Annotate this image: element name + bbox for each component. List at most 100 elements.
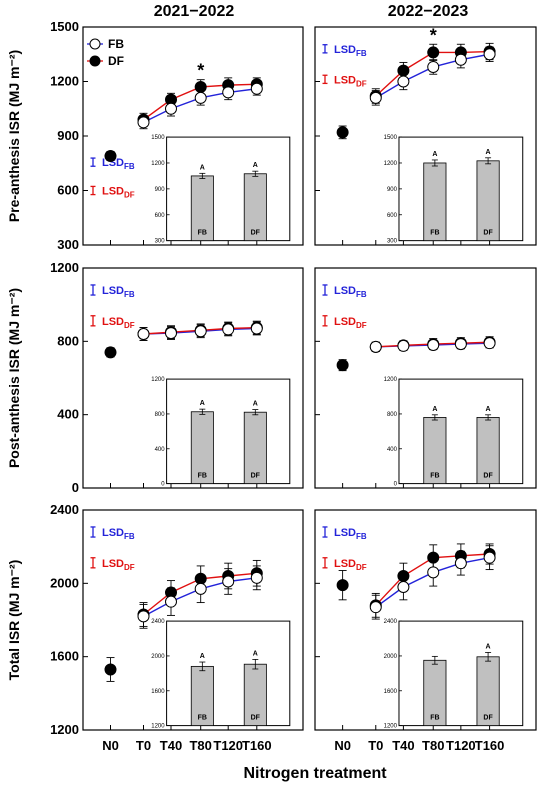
inset-y-tick-label: 1500 [384, 135, 398, 141]
inset-significance-letter: A [432, 151, 437, 158]
panel-post-2021: 0 400 800 1200 Post-anthesis ISR (MJ m⁻²) 0 40… [6, 260, 304, 495]
panel-post-2022: 0 400 800 1200 FB A DF A LSDFB LSDDF [314, 267, 537, 489]
data-point-control [104, 149, 117, 162]
y-axis-label: Post-anthesis ISR (MJ m⁻²) [6, 288, 22, 468]
lsd-df: LSDDF [90, 186, 135, 200]
inset-bar-chart: 0 400 800 1200 FB A DF A [151, 377, 291, 488]
y-tick-label: 400 [57, 407, 79, 422]
panel-total-2022: N0 T0 T40 T80 T120 T160 1200 1600 2000 2400 FB DF A L… [314, 509, 537, 753]
inset-y-tick-label: 1600 [151, 689, 165, 695]
data-point-fb [137, 328, 150, 340]
inset-bar-label: FB [198, 230, 207, 237]
y-tick-label: 1600 [50, 649, 79, 664]
y-tick-label: 1500 [50, 19, 79, 34]
inset-frame [398, 620, 524, 727]
inset-frame [166, 378, 291, 485]
inset-bar-chart: 300 600 900 1200 1500 FB A DF A [384, 135, 524, 245]
inset-y-tick-label: 300 [155, 239, 166, 245]
inset-y-tick-label: 1500 [151, 135, 165, 141]
inset-bar-label: DF [483, 473, 493, 480]
inset-y-tick-label: 1200 [151, 724, 165, 730]
inset-y-tick-label: 400 [155, 447, 166, 453]
lsd-df: LSDDF [90, 315, 135, 330]
inset-frame [398, 378, 524, 485]
x-tick-label: T160 [475, 738, 505, 753]
lsd-label: LSDFB [334, 44, 367, 58]
inset-significance-letter: A [486, 643, 491, 650]
inset-y-tick-label: 600 [155, 213, 166, 219]
lsd-fb: LSDFB [322, 526, 367, 541]
inset-frame [166, 136, 291, 242]
data-point-fb [397, 75, 410, 88]
lsd-df: LSDDF [322, 74, 367, 88]
data-point-df [194, 572, 207, 585]
data-point-fb [369, 91, 382, 104]
significance-star: * [430, 25, 437, 45]
data-point-control [336, 126, 349, 139]
data-point-fb [222, 86, 235, 99]
y-tick-label: 0 [72, 480, 79, 495]
data-point-fb [194, 91, 207, 104]
legend: FB DF [87, 37, 124, 68]
inset-y-tick-label: 2000 [384, 654, 398, 660]
x-tick-label: N0 [334, 738, 351, 753]
x-tick-label: T80 [189, 738, 211, 753]
plot-frame [82, 509, 304, 731]
data-point-fb [194, 325, 207, 338]
y-tick-label: 300 [57, 237, 79, 252]
data-point-control [104, 663, 117, 676]
data-point-control [336, 359, 349, 372]
inset-y-tick-label: 600 [387, 213, 398, 219]
y-tick-label: 1200 [50, 722, 79, 737]
significance-star: * [197, 61, 204, 81]
y-tick-label: 800 [57, 333, 79, 348]
inset-y-tick-label: 0 [161, 482, 165, 488]
inset-y-tick-label: 1200 [151, 377, 165, 383]
x-tick-label: T40 [392, 738, 414, 753]
legend-df-label: DF [108, 54, 124, 68]
data-point-df [397, 570, 410, 582]
inset-bar-label: DF [251, 230, 261, 237]
inset-y-tick-label: 2400 [151, 619, 165, 625]
y-tick-label: 600 [57, 183, 79, 198]
inset-frame [166, 620, 291, 727]
inset-y-tick-label: 1200 [151, 161, 165, 167]
x-tick-label: T160 [242, 738, 272, 753]
inset-bar-label: DF [251, 715, 261, 722]
series-line-fb [375, 556, 490, 608]
inset-y-tick-label: 0 [394, 482, 398, 488]
data-point-fb [165, 102, 177, 115]
y-axis-label: Total ISR (MJ m⁻²) [6, 560, 22, 681]
data-point-fb [454, 53, 467, 66]
data-point-control [104, 346, 117, 359]
inset-bar-chart: 0 400 800 1200 FB A DF A [384, 377, 524, 488]
lsd-df: LSDDF [90, 557, 135, 572]
data-point-fb [454, 338, 467, 351]
x-tick-label: T0 [368, 738, 383, 753]
lsd-label: LSDFB [334, 285, 367, 299]
lsd-label: LSDDF [102, 316, 135, 330]
data-point-df [427, 551, 440, 564]
inset-significance-letter: A [432, 406, 437, 413]
inset-y-tick-label: 1200 [384, 161, 398, 167]
y-tick-label: 2000 [50, 575, 79, 590]
inset-bar-chart: 1200 1600 2000 2400 FB DF A [384, 619, 524, 730]
data-point-fb [369, 340, 382, 353]
lsd-fb: LSDFB [322, 44, 367, 58]
inset-bar-label: DF [251, 473, 261, 480]
inset-y-tick-label: 2000 [151, 654, 165, 660]
x-tick-label: T40 [160, 738, 182, 753]
data-point-fb [165, 327, 177, 340]
inset-y-tick-label: 300 [387, 239, 398, 245]
data-point-fb [397, 581, 410, 593]
inset-significance-letter: A [486, 149, 491, 156]
inset-bar-label: FB [198, 473, 207, 480]
inset-y-tick-label: 800 [155, 412, 166, 418]
y-tick-label: 1200 [50, 260, 79, 275]
data-point-fb [483, 337, 496, 350]
lsd-df: LSDDF [322, 557, 367, 572]
inset-bar-label: DF [483, 230, 493, 237]
lsd-label: LSDDF [334, 74, 367, 88]
